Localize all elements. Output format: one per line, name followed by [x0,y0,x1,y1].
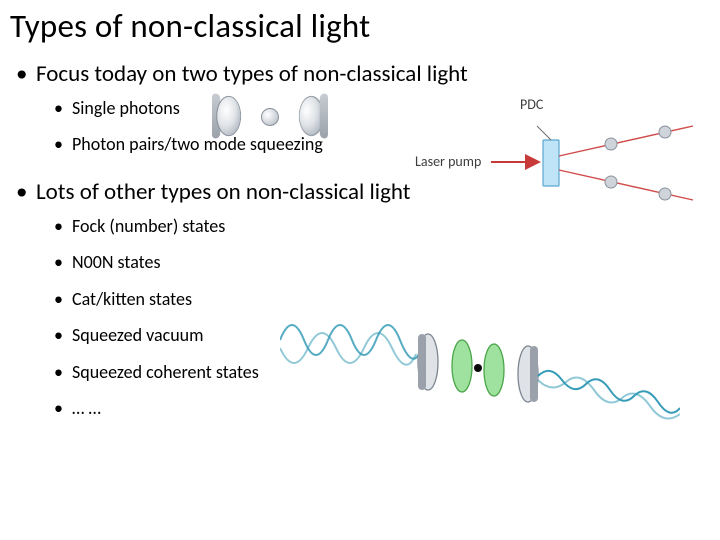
laser-pump-label: Laser pump [415,153,481,170]
idler-beam [559,170,693,200]
page-title: Types of non-classical light [10,6,710,46]
sub-bullet: N00N states [54,251,710,274]
pdc-crystal-icon [543,140,559,186]
pdc-label: PDC [520,96,543,113]
squeezed-wave-icon [538,371,680,413]
photon-icon [261,108,279,126]
single-photon-diagram [215,92,325,140]
sub-bullet: Single photons [54,97,710,120]
focus-dot-icon [474,364,482,372]
squeezed-light-diagram [280,300,680,450]
slide: Types of non-classical light Focus today… [0,0,720,540]
signal-beam [559,126,693,156]
bullet-text: Lots of other types on non-classical lig… [36,178,411,206]
mirror-left-icon [216,94,241,139]
pdc-diagram: Laser pump [415,120,695,220]
mirror-right-icon [299,94,324,139]
noisy-wave-icon [280,325,420,359]
bullet-text: Focus today on two types of non-classica… [36,60,468,88]
photon-pair-icon [605,126,671,200]
